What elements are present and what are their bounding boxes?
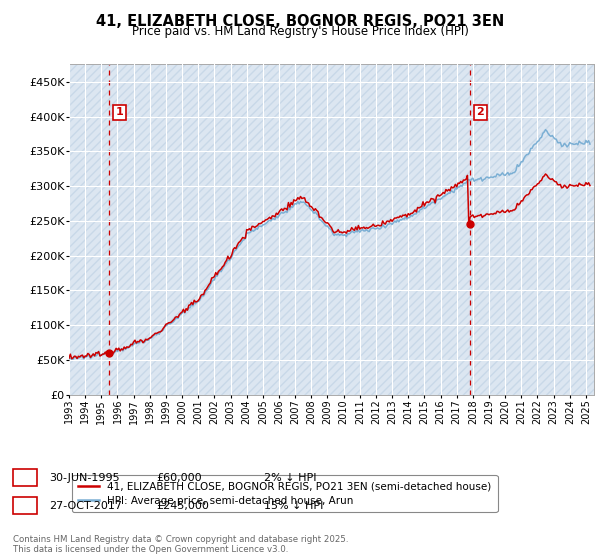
Text: 2: 2 <box>21 499 29 512</box>
Text: Contains HM Land Registry data © Crown copyright and database right 2025.
This d: Contains HM Land Registry data © Crown c… <box>13 535 349 554</box>
Legend: 41, ELIZABETH CLOSE, BOGNOR REGIS, PO21 3EN (semi-detached house), HPI: Average : 41, ELIZABETH CLOSE, BOGNOR REGIS, PO21 … <box>71 475 497 512</box>
Text: 1: 1 <box>21 471 29 484</box>
Text: £245,000: £245,000 <box>156 501 209 511</box>
Text: 15% ↓ HPI: 15% ↓ HPI <box>264 501 323 511</box>
Text: 2% ↓ HPI: 2% ↓ HPI <box>264 473 317 483</box>
Text: 2: 2 <box>476 108 484 117</box>
Text: 1: 1 <box>116 108 124 117</box>
Text: 30-JUN-1995: 30-JUN-1995 <box>49 473 120 483</box>
Text: 41, ELIZABETH CLOSE, BOGNOR REGIS, PO21 3EN: 41, ELIZABETH CLOSE, BOGNOR REGIS, PO21 … <box>96 14 504 29</box>
Text: Price paid vs. HM Land Registry's House Price Index (HPI): Price paid vs. HM Land Registry's House … <box>131 25 469 38</box>
Text: 27-OCT-2017: 27-OCT-2017 <box>49 501 122 511</box>
Text: £60,000: £60,000 <box>156 473 202 483</box>
